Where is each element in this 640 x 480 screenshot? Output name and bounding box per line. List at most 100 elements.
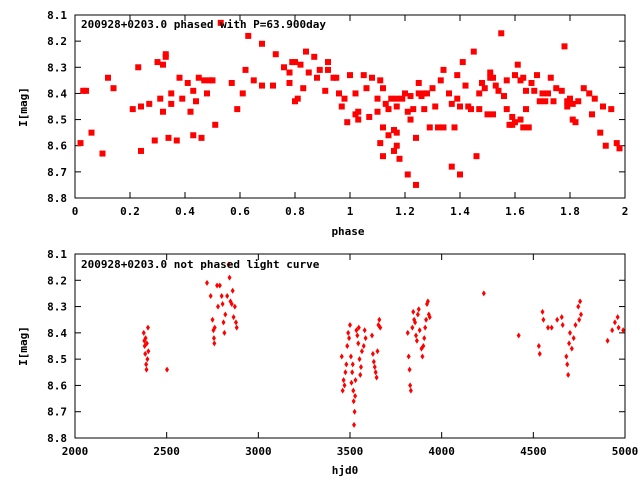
phased-chart-data-point xyxy=(374,108,381,115)
phased-chart-data-point xyxy=(498,30,505,37)
phased-chart-data-point xyxy=(135,64,142,71)
phased-chart-data-point xyxy=(168,90,175,97)
unphased-chart-ytick-label: 8.3 xyxy=(47,301,67,314)
phased-chart-data-point xyxy=(193,98,199,105)
unphased-chart-data-point xyxy=(215,282,220,289)
phased-chart-data-point xyxy=(426,124,433,131)
unphased-chart-data-point xyxy=(357,356,362,363)
phased-chart-xtick-label: 1.8 xyxy=(560,205,580,218)
phased-chart-data-point xyxy=(190,87,197,94)
phased-chart-data-point xyxy=(344,119,351,126)
unphased-chart-data-point xyxy=(217,282,222,289)
unphased-chart-frame xyxy=(74,253,626,439)
unphased-chart-data-point xyxy=(536,343,541,349)
unphased-chart-data-point xyxy=(145,324,150,331)
phased-chart-data-point xyxy=(305,69,312,76)
phased-chart-data-point xyxy=(385,132,392,139)
unphased-chart-data-point xyxy=(407,366,412,373)
unphased-chart-data-point xyxy=(229,300,234,307)
unphased-chart-data-point xyxy=(541,316,546,323)
unphased-chart-data-point xyxy=(612,319,617,326)
phased-chart-data-point xyxy=(105,74,111,81)
phased-chart-ytick-label: 8.2 xyxy=(47,35,67,48)
phased-chart-data-point xyxy=(272,51,279,58)
phased-chart-data-point xyxy=(204,90,210,97)
phased-chart-data-point xyxy=(547,74,554,81)
phased-chart-data-point xyxy=(421,106,428,113)
phased-chart-data-point xyxy=(138,103,144,110)
unphased-chart-xtick-label: 2500 xyxy=(153,445,180,458)
phased-chart-data-point xyxy=(77,140,84,147)
unphased-chart-data-point xyxy=(227,274,232,281)
phased-chart-data-point xyxy=(462,82,469,89)
phased-chart-data-point xyxy=(616,145,623,152)
phased-chart-data-point xyxy=(476,106,483,113)
unphased-chart-data-point xyxy=(351,398,356,405)
phased-chart-data-point xyxy=(553,85,560,92)
unphased-chart-data-point xyxy=(577,316,582,323)
phased-chart-data-point xyxy=(355,108,362,115)
phased-chart-data-point xyxy=(303,48,309,55)
unphased-chart-data-point xyxy=(361,343,366,349)
unphased-chart-data-point xyxy=(564,353,569,360)
phased-chart-data-point xyxy=(168,100,175,107)
phased-chart-data-point xyxy=(154,59,161,66)
phased-chart-data-point xyxy=(380,124,386,131)
phased-chart-data-point xyxy=(286,69,293,76)
unphased-chart-data-point xyxy=(212,324,217,331)
phased-chart-xtick-label: 1.2 xyxy=(395,205,415,218)
phased-chart-xtick-label: 1.4 xyxy=(450,205,470,218)
unphased-chart-data-point xyxy=(353,392,358,399)
unphased-chart-data-point xyxy=(425,298,430,305)
unphased-chart-data-point xyxy=(226,261,231,268)
phased-chart-data-point xyxy=(476,90,483,97)
unphased-chart-data-point xyxy=(143,335,148,342)
unphased-chart-ytick-label: 8.2 xyxy=(47,274,67,287)
phased-chart-data-point xyxy=(369,74,375,81)
phased-chart-data-point xyxy=(146,100,153,107)
unphased-chart-data-point xyxy=(537,350,542,357)
unphased-chart-data-point xyxy=(408,387,413,394)
phased-chart-data-point xyxy=(520,74,527,81)
unphased-chart-data-point xyxy=(345,343,350,349)
phased-chart-data-point xyxy=(217,19,224,26)
phased-chart-data-point xyxy=(446,90,452,97)
phased-chart-data-point xyxy=(160,108,166,115)
phased-chart-data-point xyxy=(341,95,348,102)
phased-chart-data-point xyxy=(402,90,408,97)
phased-chart-data-point xyxy=(198,134,205,141)
unphased-chart-data-point xyxy=(372,364,377,371)
unphased-chart-data-point xyxy=(350,361,355,368)
phased-chart-data-point xyxy=(363,85,370,92)
phased-chart-data-point xyxy=(509,113,516,120)
phased-chart-data-point xyxy=(424,90,430,97)
phased-chart-data-point xyxy=(528,79,535,86)
phased-chart-xtick-label: 0.8 xyxy=(285,205,305,218)
unphased-chart-data-point xyxy=(406,353,411,360)
phased-chart-data-point xyxy=(173,137,180,144)
unphased-chart-data-point xyxy=(516,332,521,339)
unphased-chart-data-point xyxy=(225,293,230,300)
phased-chart-data-point xyxy=(176,74,183,81)
phased-chart-data-point xyxy=(360,72,367,79)
unphased-chart-data-point xyxy=(423,324,428,331)
phased-chart-data-point xyxy=(536,98,543,105)
unphased-chart-xtick-label: 3000 xyxy=(245,445,272,458)
phased-chart-data-point xyxy=(190,132,197,139)
unphased-chart-data-point xyxy=(222,329,227,336)
phased-chart-data-point xyxy=(407,93,414,100)
phased-chart-data-point xyxy=(597,129,604,136)
phased-chart-data-point xyxy=(586,90,593,97)
phased-chart-data-point xyxy=(377,140,384,147)
unphased-chart-data-point xyxy=(208,293,213,300)
phased-chart-data-point xyxy=(468,106,474,113)
phased-chart-data-point xyxy=(470,48,477,55)
phased-chart-data-point xyxy=(388,95,395,102)
phased-chart-data-point xyxy=(448,100,455,107)
phased-chart-data-point xyxy=(490,111,496,118)
unphased-chart-data-point xyxy=(546,324,550,331)
phased-chart-data-point xyxy=(325,59,331,66)
phased-chart-data-point xyxy=(523,106,529,113)
phased-chart-data-point xyxy=(484,111,491,118)
phased-chart-data-point xyxy=(377,77,384,84)
